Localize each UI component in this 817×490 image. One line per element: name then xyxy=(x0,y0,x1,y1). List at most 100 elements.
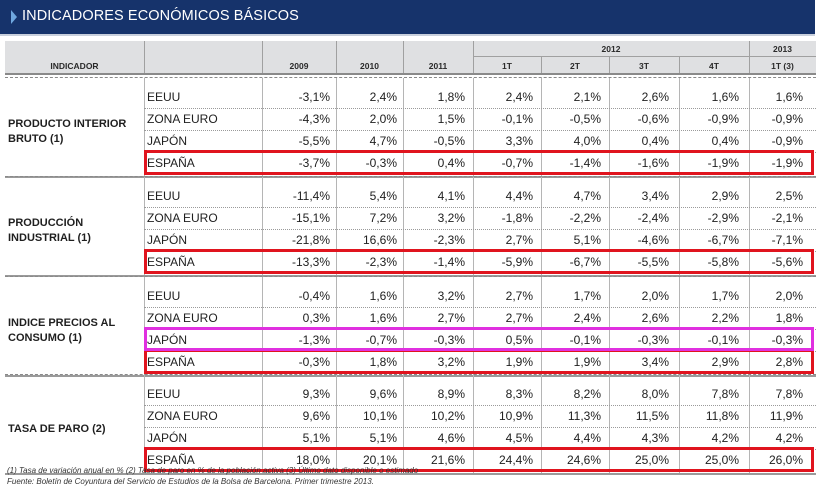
header-group-divider xyxy=(473,56,816,57)
value-cell: -7,1% xyxy=(771,233,803,247)
value-cell: -0,7% xyxy=(501,156,533,170)
column-divider xyxy=(336,277,337,375)
column-divider xyxy=(541,277,542,375)
header-divider xyxy=(609,56,610,73)
value-cell: -0,9% xyxy=(771,134,803,148)
column-divider xyxy=(473,177,474,275)
value-cell: 8,9% xyxy=(437,387,465,401)
value-cell: -0,3% xyxy=(637,333,669,347)
column-divider xyxy=(679,277,680,375)
value-cell: 4,4% xyxy=(505,189,533,203)
value-cell: -0,3% xyxy=(771,333,803,347)
row-separator xyxy=(144,427,816,428)
value-cell: 7,2% xyxy=(369,211,397,225)
value-cell: -15,1% xyxy=(291,211,330,225)
value-cell: 2,7% xyxy=(505,311,533,325)
page-title: INDICADORES ECONÓMICOS BÁSICOS xyxy=(22,8,299,24)
value-cell: -3,7% xyxy=(298,156,330,170)
country-label: JAPÓN xyxy=(147,134,188,148)
value-cell: 9,6% xyxy=(369,387,397,401)
value-cell: -5,9% xyxy=(501,255,533,269)
value-cell: 1,8% xyxy=(775,311,803,325)
value-cell: 1,6% xyxy=(711,90,739,104)
value-cell: 3,4% xyxy=(641,189,669,203)
country-label: EEUU xyxy=(147,189,181,203)
value-cell: 8,0% xyxy=(641,387,669,401)
header-col: 2010 xyxy=(360,61,379,71)
country-label: ESPAÑA xyxy=(147,453,195,467)
value-cell: -4,6% xyxy=(637,233,669,247)
value-cell: -0,3% xyxy=(433,333,465,347)
country-label: JAPÓN xyxy=(147,233,188,247)
value-cell: -0,4% xyxy=(298,289,330,303)
table-row: ESPAÑA -13,3% -2,3% -1,4% -5,9% -6,7% -5,5% -5,… xyxy=(5,251,816,273)
value-cell: -11,4% xyxy=(292,189,330,203)
value-cell: 11,5% xyxy=(635,409,669,423)
country-label: ZONA EURO xyxy=(147,112,218,126)
column-divider xyxy=(609,277,610,375)
value-cell: 10,9% xyxy=(498,409,533,423)
value-cell: -0,6% xyxy=(637,112,669,126)
value-cell: 0,5% xyxy=(505,333,533,347)
value-cell: 2,5% xyxy=(775,189,803,203)
table-header: INDICADOR 2012 2013 2009 2010 2011 1T 2T 3T 4T… xyxy=(5,41,816,75)
value-cell: -5,8% xyxy=(707,255,739,269)
value-cell: 1,6% xyxy=(775,90,803,104)
section-bottom-border xyxy=(5,176,816,178)
header-indicator: INDICADOR xyxy=(50,61,99,71)
value-cell: -5,5% xyxy=(298,134,330,148)
header-divider xyxy=(679,56,680,73)
value-cell: 25,0% xyxy=(634,453,669,467)
header-col: 1T xyxy=(502,61,512,71)
value-cell: -1,9% xyxy=(771,156,803,170)
column-divider xyxy=(749,177,750,275)
value-cell: 2,6% xyxy=(641,311,669,325)
value-cell: 3,4% xyxy=(641,355,669,369)
header-divider xyxy=(473,41,474,73)
header-divider xyxy=(262,41,263,73)
value-cell: -0,1% xyxy=(707,333,739,347)
value-cell: -1,6% xyxy=(637,156,669,170)
column-divider xyxy=(144,78,145,176)
column-divider xyxy=(403,78,404,176)
value-cell: 0,4% xyxy=(641,134,669,148)
value-cell: 2,0% xyxy=(775,289,803,303)
value-cell: 4,5% xyxy=(505,431,533,445)
header-group-2012: 2012 xyxy=(601,44,621,54)
table-row: JAPÓN -1,3% -0,7% -0,3% 0,5% -0,1% -0,3% -0,1% -… xyxy=(5,329,816,351)
value-cell: -2,9% xyxy=(707,211,739,225)
value-cell: 1,5% xyxy=(437,112,465,126)
header-group-2013: 2013 xyxy=(773,44,792,54)
table-row: EEUU -0,4% 1,6% 3,2% 2,7% 1,7% 2,0% 1,7% 2,0% xyxy=(5,285,816,307)
value-cell: 2,7% xyxy=(505,233,533,247)
header-divider xyxy=(749,41,750,73)
column-divider xyxy=(403,177,404,275)
value-cell: 4,6% xyxy=(437,431,465,445)
column-divider xyxy=(473,375,474,473)
value-cell: -1,8% xyxy=(501,211,533,225)
value-cell: 25,0% xyxy=(704,453,739,467)
row-separator xyxy=(144,130,816,131)
value-cell: 26,0% xyxy=(768,453,803,467)
value-cell: 4,4% xyxy=(573,431,601,445)
value-cell: -2,1% xyxy=(771,211,803,225)
section-bottom-border xyxy=(5,375,816,377)
value-cell: -0,1% xyxy=(501,112,533,126)
value-cell: -13,3% xyxy=(291,255,330,269)
column-divider xyxy=(336,177,337,275)
value-cell: 3,2% xyxy=(437,211,465,225)
value-cell: -0,1% xyxy=(569,333,601,347)
country-label: ESPAÑA xyxy=(147,255,195,269)
value-cell: -21,8% xyxy=(291,233,330,247)
value-cell: 3,3% xyxy=(505,134,533,148)
section-top-border xyxy=(5,176,816,177)
value-cell: 11,8% xyxy=(705,409,739,423)
table-row: ZONA EURO 0,3% 1,6% 2,7% 2,7% 2,4% 2,6% 2,2% 1,8… xyxy=(5,307,816,329)
column-divider xyxy=(144,375,145,473)
espana-row-highlight xyxy=(144,349,814,374)
header-col: 2011 xyxy=(428,61,448,71)
header-col: 1T (3) xyxy=(771,61,794,71)
value-cell: 8,3% xyxy=(505,387,533,401)
value-cell: 1,6% xyxy=(369,289,397,303)
value-cell: 5,1% xyxy=(573,233,601,247)
